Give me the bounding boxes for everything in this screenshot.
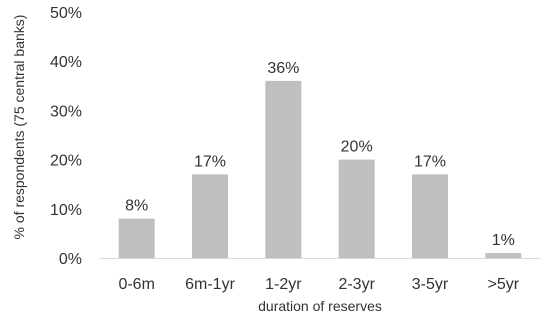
x-tick-label: 3-5yr bbox=[412, 276, 449, 293]
y-tick-label: 40% bbox=[50, 54, 82, 71]
bar bbox=[485, 253, 522, 258]
bar-data-label: 17% bbox=[194, 153, 226, 170]
y-axis-title: % of respondents (75 central banks) bbox=[11, 15, 27, 240]
y-tick-label: 30% bbox=[50, 103, 82, 120]
x-axis-title: duration of reserves bbox=[258, 298, 382, 314]
bar-data-label: 1% bbox=[492, 232, 515, 249]
bar bbox=[338, 159, 375, 258]
bar-data-label: 36% bbox=[267, 60, 299, 77]
bar bbox=[192, 174, 228, 258]
bar-data-label: 20% bbox=[341, 139, 373, 156]
bar-series bbox=[118, 80, 522, 258]
x-tick-label: >5yr bbox=[488, 276, 520, 293]
x-tick-label: 2-3yr bbox=[338, 276, 375, 293]
y-axis-ticks: 0% 10% 20% 30% 40% 50% bbox=[50, 5, 82, 268]
y-tick-label: 10% bbox=[50, 202, 82, 219]
bar bbox=[265, 80, 302, 258]
x-axis-ticks: 0-6m 6m-1yr 1-2yr 2-3yr 3-5yr >5yr bbox=[118, 276, 519, 293]
x-tick-label: 1-2yr bbox=[265, 276, 302, 293]
y-tick-label: 20% bbox=[50, 153, 82, 170]
bar bbox=[118, 218, 155, 258]
x-tick-label: 6m-1yr bbox=[185, 276, 235, 293]
data-labels: 8% 17% 36% 20% 17% 1% bbox=[125, 60, 515, 249]
bar-data-label: 17% bbox=[414, 153, 446, 170]
x-tick-label: 0-6m bbox=[118, 276, 154, 293]
bar-data-label: 8% bbox=[125, 198, 148, 215]
y-tick-label: 50% bbox=[50, 5, 82, 22]
y-tick-label: 0% bbox=[59, 251, 82, 268]
bar bbox=[412, 174, 448, 258]
